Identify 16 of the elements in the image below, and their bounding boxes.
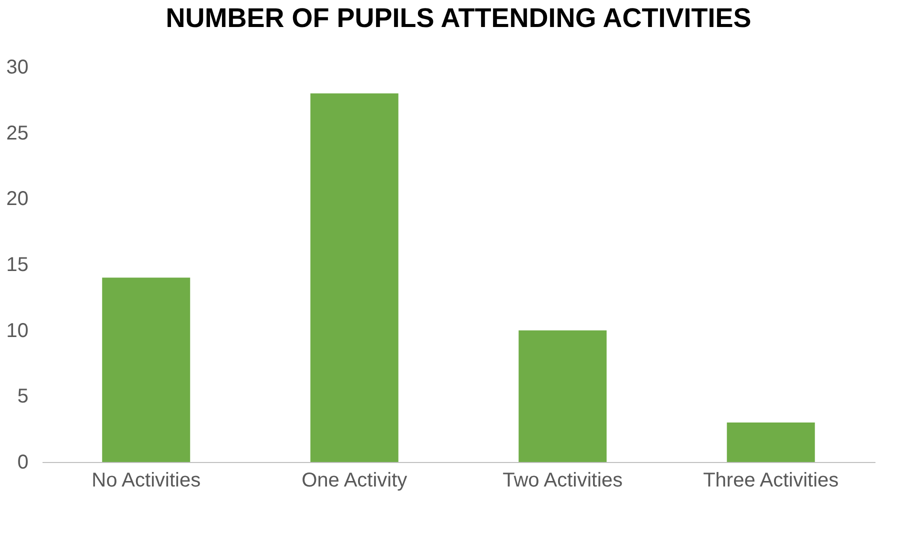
y-tick-label: 0: [17, 452, 28, 474]
bar: [310, 93, 398, 462]
y-tick-label: 10: [6, 320, 28, 342]
x-tick-label: Two Activities: [502, 470, 623, 492]
bar: [726, 422, 815, 462]
y-tick-label: 30: [6, 56, 28, 78]
bar: [518, 330, 607, 462]
x-tick-label: No Activities: [92, 470, 201, 492]
y-tick-label: 25: [6, 122, 28, 144]
y-tick-label: 15: [6, 254, 28, 276]
y-tick-label: 5: [17, 386, 28, 408]
y-tick-label: 20: [6, 188, 28, 210]
x-tick-label: One Activity: [302, 470, 408, 492]
x-tick-label: Three Activities: [703, 470, 839, 492]
chart-title: NUMBER OF PUPILS ATTENDING ACTIVITIES: [166, 3, 752, 33]
bar: [102, 278, 190, 462]
